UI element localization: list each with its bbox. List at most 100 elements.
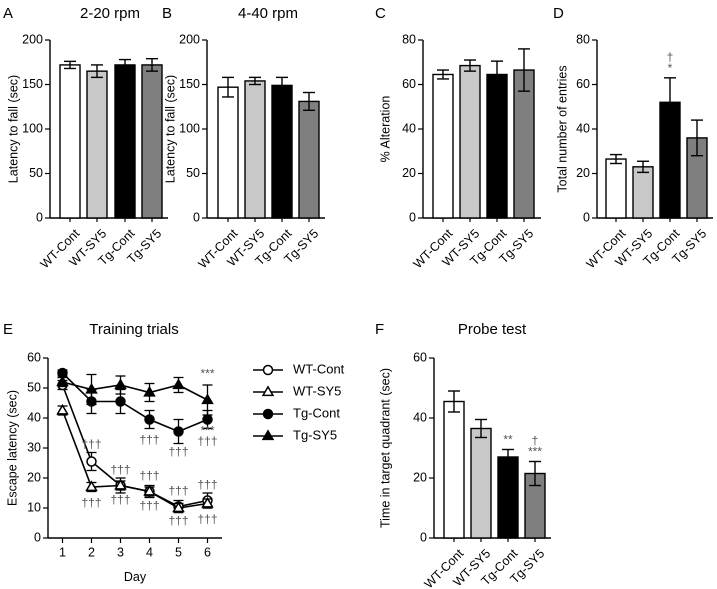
- significance-mark: †: [532, 434, 539, 448]
- x-tick-label: 3: [117, 545, 124, 559]
- series-line-tg-cont: [61, 372, 208, 433]
- legend-marker: [261, 385, 275, 397]
- bar: [497, 456, 519, 539]
- panel-letter: F: [375, 321, 384, 338]
- panel-title: 4-40 rpm: [238, 5, 298, 22]
- y-axis-label: Time in target quadrant (sec): [378, 368, 392, 528]
- y-tick-label: 30: [27, 440, 41, 454]
- bar: [217, 86, 239, 219]
- bar: [271, 84, 293, 219]
- legend-marker: [262, 364, 274, 376]
- y-tick-label: 20: [27, 470, 41, 484]
- legend-label: WT-Cont: [293, 361, 345, 376]
- y-tick-label: 40: [402, 121, 416, 135]
- legend-label: Tg-SY5: [293, 427, 337, 442]
- y-tick-label: 0: [34, 530, 41, 544]
- significance-mark: **: [503, 433, 513, 447]
- bar: [141, 64, 163, 219]
- significance-mark: †††: [168, 484, 188, 498]
- bar: [114, 64, 136, 219]
- significance-mark: †††: [168, 445, 188, 459]
- y-axis-label: Latency to fall (sec): [163, 75, 177, 183]
- y-tick-label: 150: [22, 77, 43, 91]
- panel-title: 2-20 rpm: [80, 5, 140, 22]
- significance-mark: *: [668, 61, 673, 75]
- legend-label: WT-SY5: [293, 383, 341, 398]
- significance-mark: ***: [528, 445, 542, 459]
- significance-mark: †††: [81, 496, 101, 510]
- panel-letter: E: [3, 321, 13, 338]
- y-tick-label: 40: [413, 410, 427, 424]
- series-line-wt-sy5: [61, 410, 208, 509]
- data-point: [114, 478, 127, 490]
- significance-mark: †††: [168, 514, 188, 528]
- significance-mark: †††: [139, 499, 159, 513]
- y-axis-label: % Alteration: [378, 96, 392, 163]
- y-tick-label: 0: [420, 530, 427, 544]
- legend-marker: [262, 408, 274, 420]
- y-tick-label: 80: [576, 32, 590, 46]
- y-tick-label: 0: [36, 210, 43, 224]
- y-tick-label: 60: [27, 350, 41, 364]
- y-axis-label: Escape latency (sec): [5, 390, 19, 506]
- data-point: [201, 496, 214, 508]
- significance-mark: ***: [200, 367, 214, 381]
- bar: [432, 73, 454, 219]
- significance-mark: †††: [139, 433, 159, 447]
- significance-mark: †††: [139, 469, 159, 483]
- bar: [486, 73, 508, 219]
- y-tick-label: 60: [576, 77, 590, 91]
- bar: [470, 427, 492, 539]
- bar: [605, 158, 627, 219]
- data-point: [143, 385, 156, 397]
- y-tick-label: 20: [576, 166, 590, 180]
- bar: [86, 70, 108, 219]
- significance-mark: †††: [110, 493, 130, 507]
- data-point: [173, 426, 184, 437]
- bar: [443, 400, 465, 539]
- data-point: [115, 396, 126, 407]
- y-tick-label: 50: [186, 166, 200, 180]
- panel-title: Training trials: [89, 321, 178, 338]
- data-point: [85, 382, 98, 394]
- panel-letter: A: [3, 5, 13, 22]
- significance-mark: †††: [197, 434, 217, 448]
- panel-letter: C: [375, 5, 386, 22]
- data-point: [172, 378, 185, 390]
- y-tick-label: 100: [22, 121, 43, 135]
- data-point: [144, 414, 155, 425]
- data-point: [114, 378, 127, 390]
- y-tick-label: 0: [193, 210, 200, 224]
- y-tick-label: 50: [27, 380, 41, 394]
- y-tick-label: 200: [179, 32, 200, 46]
- y-tick-label: 20: [413, 470, 427, 484]
- x-tick-label: 5: [175, 545, 182, 559]
- significance-mark: ***: [200, 424, 214, 438]
- bar: [513, 69, 535, 219]
- panel-letter: B: [162, 5, 172, 22]
- y-tick-label: 40: [27, 410, 41, 424]
- bar: [459, 64, 481, 219]
- y-tick-label: 40: [576, 121, 590, 135]
- significance-mark: †††: [110, 463, 130, 477]
- y-tick-label: 150: [179, 77, 200, 91]
- y-tick-label: 10: [27, 500, 41, 514]
- data-point: [201, 393, 214, 405]
- bar: [59, 64, 81, 219]
- bar: [298, 100, 320, 219]
- data-point: [86, 456, 97, 467]
- x-axis-label: Day: [124, 570, 147, 584]
- x-tick-label: 6: [204, 545, 211, 559]
- y-axis-label: Total number of entries: [555, 65, 569, 192]
- x-tick-label: 2: [88, 545, 95, 559]
- legend-label: Tg-Cont: [293, 405, 340, 420]
- significance-mark: †††: [197, 512, 217, 526]
- data-point: [56, 375, 69, 387]
- y-tick-label: 200: [22, 32, 43, 46]
- y-axis-label: Latency to fall (sec): [6, 75, 20, 183]
- significance-mark: †††: [81, 437, 101, 451]
- y-tick-label: 80: [402, 32, 416, 46]
- x-tick-label: 4: [146, 545, 153, 559]
- y-tick-label: 60: [413, 350, 427, 364]
